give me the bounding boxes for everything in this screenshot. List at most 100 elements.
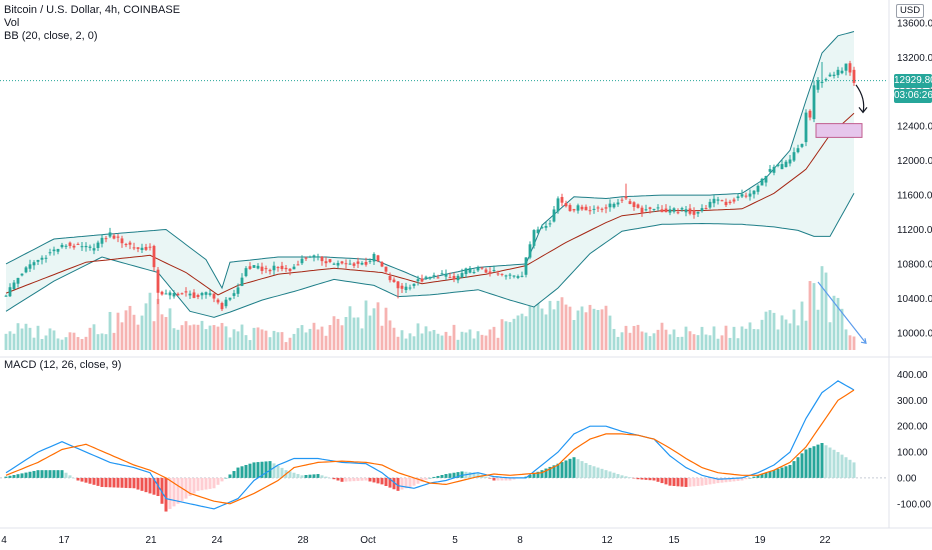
candle-body	[296, 264, 300, 266]
macd-histogram-bar	[808, 447, 812, 478]
candle-body	[596, 207, 600, 209]
macd-histogram-bar	[792, 461, 796, 478]
macd-histogram-bar	[532, 473, 536, 478]
volume-bar	[344, 316, 348, 350]
candle-body	[752, 190, 756, 195]
candle-body	[564, 203, 568, 207]
macd-histogram-bar	[32, 470, 36, 478]
volume-bar	[392, 327, 396, 350]
candle-body	[104, 238, 108, 240]
macd-histogram-bar	[440, 475, 444, 478]
macd-histogram-bar	[652, 477, 656, 481]
candle-body	[204, 292, 208, 295]
macd-histogram-bar	[196, 477, 200, 491]
volume-bar	[72, 332, 76, 350]
volume-bar	[348, 306, 352, 350]
macd-histogram-bar	[416, 477, 420, 484]
volume-bar	[404, 338, 408, 350]
volume-bar	[36, 325, 40, 350]
symbol-title[interactable]: Bitcoin / U.S. Dollar, 4h, COINBASE	[4, 4, 181, 16]
macd-histogram-bar	[804, 449, 808, 478]
macd-histogram-bar	[556, 463, 560, 478]
macd-histogram-bar	[548, 466, 552, 478]
volume-bar	[84, 336, 88, 350]
candle-body	[392, 279, 396, 282]
macd-histogram-bar	[544, 468, 548, 478]
currency-badge[interactable]: USD	[896, 4, 925, 18]
candle-body	[572, 209, 576, 211]
volume-bar	[292, 333, 296, 350]
candle-body	[584, 206, 588, 211]
price-tick-label: 12400.00	[897, 122, 932, 133]
macd-histogram-bar	[640, 477, 644, 480]
candle-body	[112, 235, 116, 239]
macd-histogram-bar	[128, 477, 132, 489]
time-tick-label: 8	[517, 535, 523, 546]
macd-histogram-bar	[672, 477, 676, 486]
volume-trend-line	[817, 281, 867, 344]
candle-body	[544, 225, 548, 228]
candle-body	[848, 63, 852, 73]
macd-histogram-bar	[28, 471, 32, 478]
macd-histogram-bar	[848, 459, 852, 478]
macd-series-signal	[5, 389, 855, 505]
macd-histogram-bar	[224, 477, 228, 479]
volume-bar	[216, 326, 220, 350]
candle-body	[684, 209, 688, 213]
candle-body	[180, 293, 184, 295]
candle-body	[624, 196, 628, 199]
candle-body	[660, 209, 664, 213]
macd-histogram-bar	[788, 464, 792, 478]
volume-legend[interactable]: Vol	[4, 17, 20, 29]
candle-body	[408, 287, 412, 289]
candle-body	[556, 198, 560, 212]
candle-body	[548, 223, 552, 225]
volume-bar	[460, 331, 464, 350]
bollinger-legend[interactable]: BB (20, close, 2, 0)	[4, 30, 98, 42]
volume-bar	[440, 335, 444, 350]
macd-histogram-bar	[744, 477, 748, 480]
volume-bar	[520, 313, 524, 350]
macd-histogram-bar	[412, 477, 416, 486]
candle-body	[384, 266, 388, 272]
macd-histogram-bar	[372, 477, 376, 483]
volume-bar	[448, 335, 452, 350]
macd-histogram-bar	[768, 471, 772, 478]
macd-histogram-bar	[752, 476, 756, 478]
candle-body	[416, 279, 420, 282]
volume-bar	[840, 308, 844, 350]
candle-body	[324, 261, 328, 264]
macd-histogram-bar	[756, 475, 760, 478]
volume-bar	[112, 332, 116, 350]
candle-body	[368, 260, 372, 262]
volume-bar	[644, 332, 648, 350]
macd-histogram-bar	[20, 473, 24, 478]
volume-bar	[336, 318, 340, 350]
macd-histogram-bar	[76, 477, 80, 481]
macd-histogram-bar	[328, 477, 332, 479]
macd-histogram-bar	[392, 477, 396, 490]
macd-histogram-bar	[664, 477, 668, 485]
volume-bar	[332, 316, 336, 350]
volume-bar	[240, 324, 244, 350]
macd-legend-label[interactable]: MACD (12, 26, close, 9)	[4, 359, 122, 371]
macd-histogram-bar	[244, 464, 248, 478]
volume-bar	[808, 281, 812, 350]
macd-histogram-bar	[80, 477, 84, 482]
candle-body	[524, 257, 528, 275]
candle-body	[464, 268, 468, 275]
macd-histogram-bar	[564, 460, 568, 478]
candle-body	[228, 297, 232, 300]
time-tick-label: 17	[58, 535, 70, 546]
candle-body	[828, 74, 832, 77]
candle-body	[156, 269, 160, 293]
volume-bar	[532, 303, 536, 350]
price-tick-label: 10400.00	[897, 294, 932, 305]
macd-histogram-bar	[200, 477, 204, 491]
macd-histogram-bar	[512, 477, 516, 480]
volume-bar	[516, 315, 520, 350]
macd-histogram-bar	[604, 470, 608, 478]
volume-bar	[800, 301, 804, 350]
volume-bar	[412, 336, 416, 350]
